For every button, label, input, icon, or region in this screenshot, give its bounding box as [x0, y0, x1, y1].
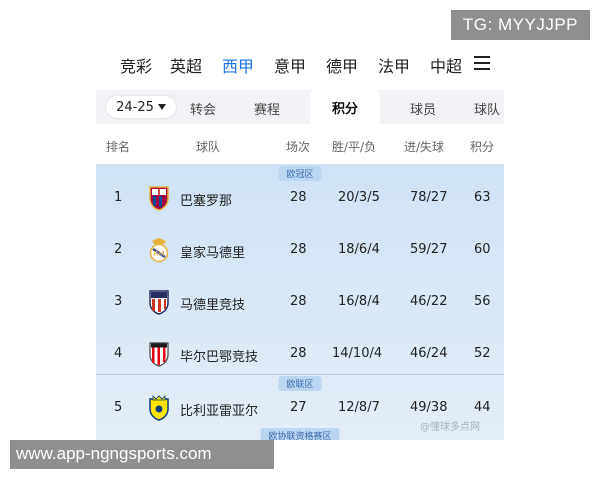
header-goals: 进/失球	[404, 140, 445, 154]
tab-la-liga[interactable]: 西甲	[222, 57, 255, 76]
rank: 2	[114, 242, 123, 257]
wdl: 12/8/7	[338, 400, 380, 415]
wdl: 16/8/4	[338, 294, 380, 309]
table-row[interactable]: 3 马德里竞技 28 16/8/4 46/22 56	[96, 276, 504, 328]
table-row[interactable]: 5 比利亚雷亚尔 27 12/8/7 49/38 44	[96, 382, 504, 434]
zone-divider	[96, 374, 504, 375]
points: 52	[474, 346, 491, 361]
villarreal-crest-icon	[149, 395, 169, 421]
svg-text:RM: RM	[154, 250, 165, 258]
table-row[interactable]: 4 毕尔巴鄂竞技 28 14/10/4 46/24 52	[96, 328, 504, 380]
played: 28	[290, 346, 307, 361]
points: 63	[474, 190, 491, 205]
header-points: 积分	[470, 140, 495, 154]
points: 60	[474, 242, 491, 257]
goals: 49/38	[410, 400, 448, 415]
tab-schedule[interactable]: 赛程	[254, 103, 281, 118]
goals: 46/24	[410, 346, 448, 361]
tab-bundesliga[interactable]: 德甲	[326, 57, 359, 76]
team-name: 毕尔巴鄂竞技	[180, 350, 259, 365]
points: 56	[474, 294, 491, 309]
table-row[interactable]: 1 巴塞罗那 28 20/3/5 78/27 63	[96, 172, 504, 224]
menu-icon[interactable]	[474, 56, 490, 70]
tab-serie-a[interactable]: 意甲	[274, 57, 307, 76]
played: 27	[290, 400, 307, 415]
team-name: 马德里竞技	[180, 298, 246, 313]
tab-jingcai[interactable]: 竞彩	[120, 57, 153, 76]
real-madrid-crest-icon: RM	[149, 238, 169, 263]
rank: 1	[114, 190, 123, 205]
league-nav: 竞彩 英超 西甲 意甲 德甲 法甲 中超	[96, 40, 504, 86]
wdl: 20/3/5	[338, 190, 380, 205]
barcelona-crest-icon	[149, 186, 169, 211]
header-wdl: 胜/平/负	[332, 140, 377, 154]
tab-premier-league[interactable]: 英超	[170, 57, 203, 76]
table-row[interactable]: 2 RM 皇家马德里 28 18/6/4 59/27 60	[96, 224, 504, 276]
zone-tag-champions: 欧冠区	[278, 166, 322, 181]
rank: 4	[114, 346, 123, 361]
tab-ligue-1[interactable]: 法甲	[378, 57, 411, 76]
standings-app: 竞彩 英超 西甲 意甲 德甲 法甲 中超 24-25 转会 赛程 积分 球员 球…	[96, 40, 504, 440]
source-watermark: @懂球多点网	[420, 422, 480, 433]
wdl: 14/10/4	[332, 346, 383, 361]
tab-standings[interactable]: 积分	[310, 90, 380, 124]
standings-table: 欧冠区 1 巴塞罗那 28 20/3/5 78/27 63 2	[96, 164, 504, 440]
tab-csl[interactable]: 中超	[430, 57, 463, 76]
header-played: 场次	[286, 140, 311, 154]
athletic-bilbao-crest-icon	[149, 342, 169, 367]
goals: 59/27	[410, 242, 448, 257]
tab-teams[interactable]: 球队	[474, 103, 501, 118]
wdl: 18/6/4	[338, 242, 380, 257]
goals: 78/27	[410, 190, 448, 205]
rank: 5	[114, 400, 123, 415]
header-rank: 排名	[106, 140, 131, 154]
caret-down-icon	[157, 104, 166, 110]
table-header: 排名 球队 场次 胜/平/负 进/失球 积分	[96, 130, 504, 160]
season-selector[interactable]: 24-25	[106, 96, 176, 118]
team-name: 比利亚雷亚尔	[180, 404, 259, 419]
header-team: 球队	[196, 140, 221, 154]
goals: 46/22	[410, 294, 448, 309]
points: 44	[474, 400, 491, 415]
tab-players[interactable]: 球员	[410, 103, 437, 118]
zone-tag-europa: 欧联区	[278, 376, 322, 391]
atletico-crest-icon	[149, 290, 169, 315]
season-label: 24-25	[116, 99, 154, 115]
played: 28	[290, 242, 307, 257]
rank: 3	[114, 294, 123, 309]
zone-tag-conference: 欧协联资格赛区	[260, 428, 340, 440]
sub-nav: 24-25 转会 赛程 积分 球员 球队	[96, 90, 504, 124]
team-name: 巴塞罗那	[180, 194, 233, 209]
watermark-bottom: www.app-ngngsports.com	[10, 440, 274, 469]
team-name: 皇家马德里	[180, 246, 246, 261]
played: 28	[290, 190, 307, 205]
watermark-top: TG: MYYJJPP	[450, 10, 590, 40]
tab-transfers[interactable]: 转会	[190, 103, 217, 118]
played: 28	[290, 294, 307, 309]
